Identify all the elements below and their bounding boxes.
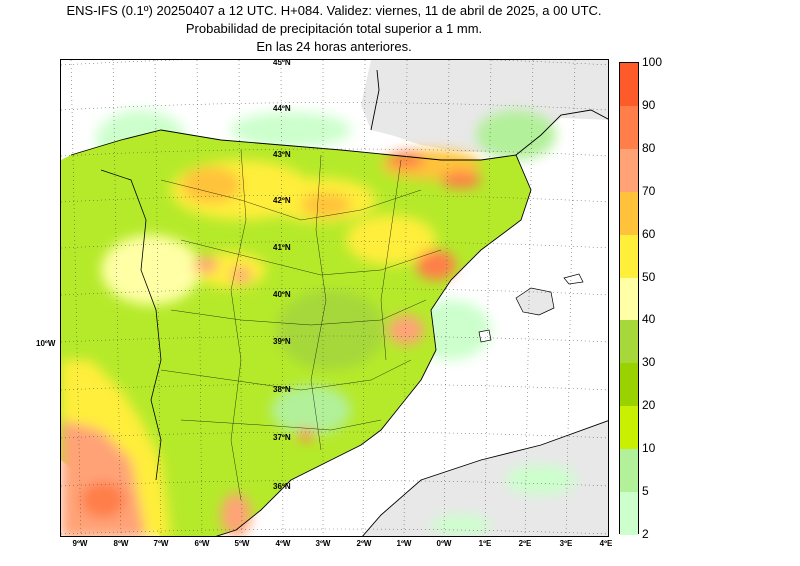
colorbar-tick-label: 10 bbox=[642, 441, 656, 456]
title-line-2: Probabilidad de precipitación total supe… bbox=[185, 21, 483, 36]
lon-label-3w: 3ºW bbox=[315, 539, 331, 548]
colorbar-tick-label: 40 bbox=[642, 312, 656, 327]
colorbar-tick-label: 50 bbox=[642, 269, 656, 284]
colorbar-segment bbox=[620, 234, 638, 279]
colorbar-tick-label: 60 bbox=[642, 226, 656, 241]
colorbar-segment bbox=[620, 320, 638, 364]
probability-map bbox=[61, 60, 608, 536]
lon-label-9w: 9ºW bbox=[72, 539, 88, 548]
map-panel bbox=[60, 59, 609, 537]
france-mask bbox=[361, 60, 608, 152]
lat-label-43: 43ºN bbox=[273, 150, 291, 159]
colorbar-segment bbox=[620, 406, 638, 450]
lon-label-1w: 1ºW bbox=[396, 539, 412, 548]
lon-label-10w: 10ºW bbox=[36, 339, 56, 348]
france-coast bbox=[370, 69, 608, 156]
lon-label-1e: 1ºE bbox=[478, 539, 492, 548]
colorbar-tick-label: 2 bbox=[642, 527, 649, 541]
ibiza bbox=[478, 329, 492, 343]
lon-label-3e: 3ºE bbox=[559, 539, 573, 548]
colorbar-segment bbox=[620, 277, 638, 321]
menorca bbox=[563, 273, 584, 285]
lon-label-0w: 0ºW bbox=[436, 539, 452, 548]
africa-mask bbox=[362, 420, 608, 536]
colorbar-segment bbox=[620, 148, 638, 193]
colorbar-segment bbox=[620, 191, 638, 236]
lat-label-42: 42ºN bbox=[273, 196, 291, 205]
coastline bbox=[70, 129, 532, 536]
colorbar-tick-label: 80 bbox=[642, 140, 656, 155]
lat-label-36: 36ºN bbox=[273, 482, 291, 491]
colorbar-segment bbox=[620, 363, 638, 407]
colorbar-tick-label: 90 bbox=[642, 97, 656, 112]
lat-label-44: 44ºN bbox=[273, 104, 291, 113]
portugal-border bbox=[100, 169, 162, 481]
colorbar-segment bbox=[620, 492, 638, 536]
lat-label-45: 45ºN bbox=[273, 58, 291, 67]
lat-label-41: 41ºN bbox=[273, 243, 291, 252]
lon-label-5w: 5ºW bbox=[234, 539, 250, 548]
lon-label-2w: 2ºW bbox=[356, 539, 372, 548]
colorbar-segment bbox=[620, 449, 638, 493]
region-borders bbox=[160, 149, 442, 501]
colorbar-segment bbox=[620, 63, 638, 107]
title-line-1: ENS-IFS (0.1º) 20250407 a 12 UTC. H+084.… bbox=[66, 3, 602, 18]
lon-label-6w: 6ºW bbox=[194, 539, 210, 548]
lon-label-2e: 2ºE bbox=[518, 539, 532, 548]
colorbar-tick-label: 20 bbox=[642, 398, 656, 413]
lat-label-37: 37ºN bbox=[273, 433, 291, 442]
colorbar-tick-label: 30 bbox=[642, 355, 656, 370]
lat-label-40: 40ºN bbox=[273, 290, 291, 299]
colorbar bbox=[619, 62, 639, 536]
colorbar-segment bbox=[620, 105, 638, 150]
probability-shading bbox=[61, 150, 481, 536]
lon-label-4w: 4ºW bbox=[275, 539, 291, 548]
colorbar-tick-label: 70 bbox=[642, 183, 656, 198]
colorbar-tick-label: 100 bbox=[642, 55, 663, 69]
africa-coast bbox=[362, 420, 608, 536]
lon-label-8w: 8ºW bbox=[113, 539, 129, 548]
sea-fringe bbox=[96, 110, 576, 535]
lat-label-39: 39ºN bbox=[273, 337, 291, 346]
lon-label-4e: 4ºE bbox=[599, 539, 613, 548]
graticule bbox=[61, 60, 608, 536]
title-line-3: En las 24 horas anteriores. bbox=[256, 39, 412, 54]
mallorca bbox=[515, 287, 555, 316]
lat-label-38: 38ºN bbox=[273, 385, 291, 394]
lon-label-7w: 7ºW bbox=[153, 539, 169, 548]
colorbar-tick-label: 5 bbox=[642, 484, 649, 499]
